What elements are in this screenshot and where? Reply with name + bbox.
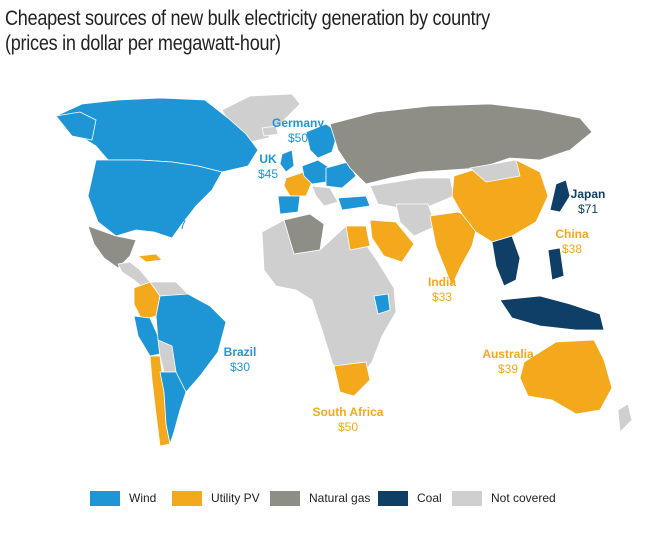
label-south-africa: South Africa $50 — [313, 405, 384, 434]
region-usa — [87, 159, 223, 239]
region-africa — [261, 219, 397, 385]
label-uk: UK $45 — [258, 152, 278, 181]
legend-swatch-coal — [378, 490, 408, 506]
region-turkey — [337, 195, 371, 211]
label-japan: Japan $71 — [571, 187, 606, 216]
region-iberia — [277, 195, 301, 215]
region-argentina — [159, 371, 187, 446]
region-south-africa — [333, 361, 371, 397]
label-germany: Germany $50 — [272, 116, 324, 145]
legend-item-not-covered: Not covered — [452, 486, 556, 510]
legend-swatch-natural-gas — [270, 490, 300, 506]
legend-label-wind: Wind — [129, 491, 157, 505]
label-china-name: China — [555, 227, 589, 241]
legend-item-natural-gas: Natural gas — [270, 486, 370, 510]
region-iceland — [261, 125, 279, 137]
region-alaska — [55, 111, 97, 141]
label-brazil-price: $30 — [230, 360, 250, 374]
region-russia — [329, 103, 593, 185]
label-usa-name: USA — [163, 203, 189, 217]
legend-swatch-not-covered — [452, 490, 482, 506]
label-brazil: Brazil $30 — [224, 345, 257, 374]
label-germany-price: $50 — [288, 131, 308, 145]
legend-label-utility-pv: Utility PV — [211, 491, 260, 505]
title-line-1: Cheapest sources of new bulk electricity… — [5, 7, 490, 30]
label-australia: Australia $39 — [482, 347, 534, 376]
legend-swatch-utility-pv — [172, 490, 202, 506]
label-germany-name: Germany — [272, 116, 324, 130]
label-china-price: $38 — [562, 242, 582, 256]
region-uk — [279, 149, 295, 173]
region-eastern-europe — [325, 161, 357, 189]
label-australia-price: $39 — [498, 362, 518, 376]
label-japan-name: Japan — [571, 187, 606, 201]
label-china: China $38 — [555, 227, 589, 256]
label-uk-name: UK — [259, 152, 277, 166]
region-se-asia — [491, 235, 521, 287]
legend-swatch-wind — [90, 490, 120, 506]
legend-item-wind: Wind — [90, 486, 156, 510]
region-saudi — [369, 219, 415, 263]
title-line-2: (prices in dollar per megawatt-hour) — [5, 32, 281, 55]
region-japan — [549, 179, 571, 213]
label-india: India $33 — [428, 275, 456, 304]
label-brazil-name: Brazil — [224, 345, 257, 359]
region-new-zealand — [617, 403, 633, 433]
region-philippines — [547, 247, 565, 281]
label-india-name: India — [428, 275, 456, 289]
legend-label-not-covered: Not covered — [491, 491, 556, 505]
region-indonesia — [499, 295, 605, 331]
label-india-price: $33 — [432, 290, 452, 304]
region-central-asia — [369, 177, 455, 209]
label-south-africa-price: $50 — [338, 420, 358, 434]
chart-title: Cheapest sources of new bulk electricity… — [5, 6, 555, 56]
region-scandinavia — [305, 123, 339, 159]
legend-item-coal: Coal — [378, 486, 442, 510]
region-mongolia — [469, 159, 521, 183]
region-canada — [55, 97, 259, 173]
legend-label-natural-gas: Natural gas — [309, 491, 371, 505]
legend: Wind Utility PV Natural gas Coal Not cov… — [0, 486, 648, 510]
region-australia — [519, 339, 613, 415]
region-iran — [395, 203, 437, 237]
region-mexico — [87, 225, 137, 269]
region-kenya — [373, 293, 391, 315]
label-japan-price: $71 — [578, 202, 598, 216]
label-uk-price: $45 — [258, 167, 278, 181]
label-australia-name: Australia — [482, 347, 534, 361]
label-usa-price: $37 — [166, 218, 186, 232]
label-south-africa-name: South Africa — [313, 405, 384, 419]
legend-label-coal: Coal — [417, 491, 442, 505]
region-caribbean — [136, 253, 163, 263]
label-usa: USA $37 — [163, 203, 189, 232]
region-egypt — [345, 225, 371, 251]
region-italy-greece — [311, 185, 339, 207]
legend-item-utility-pv: Utility PV — [172, 486, 260, 510]
